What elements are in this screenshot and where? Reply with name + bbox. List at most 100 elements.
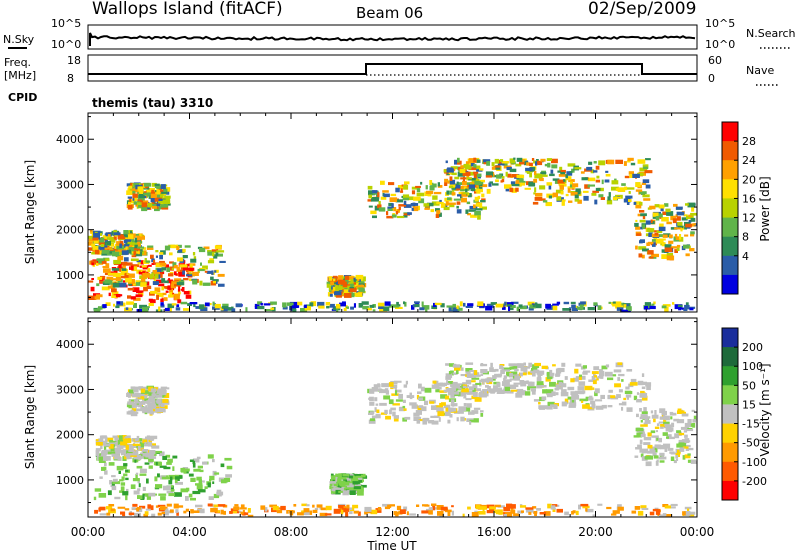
data-cell (102, 282, 110, 285)
data-cell (143, 286, 148, 292)
data-cell (403, 384, 408, 388)
data-cell (143, 191, 147, 194)
data-cell (452, 168, 456, 172)
data-cell (451, 187, 459, 190)
data-cell (97, 246, 105, 250)
colorbar-tick-label: -15 (742, 418, 760, 431)
data-cell (354, 279, 357, 283)
data-cell (660, 426, 664, 429)
data-cell (96, 283, 100, 287)
data-cell (556, 196, 562, 201)
data-cell (639, 239, 645, 243)
data-cell (552, 178, 560, 181)
data-cell (142, 439, 148, 444)
data-cell (597, 375, 604, 379)
data-cell (643, 407, 647, 412)
data-cell (136, 259, 141, 263)
data-cell (120, 441, 128, 446)
data-cell (447, 197, 452, 201)
data-cell (216, 491, 224, 496)
data-cell (388, 202, 393, 207)
data-cell (106, 240, 111, 246)
data-cell (179, 264, 188, 268)
data-cell (112, 282, 120, 288)
data-cell (341, 509, 344, 515)
data-cell (502, 162, 508, 166)
data-cell (126, 392, 135, 397)
data-cell (637, 172, 644, 176)
data-cell (666, 436, 669, 439)
data-cell (595, 179, 601, 183)
data-cell (108, 292, 111, 297)
data-cell (647, 444, 653, 449)
data-cell (510, 389, 518, 392)
data-cell (497, 159, 502, 164)
data-cell (177, 299, 182, 304)
data-cell (373, 384, 381, 388)
data-cell (448, 371, 452, 375)
data-cell (549, 369, 553, 374)
data-cell (470, 188, 476, 191)
data-cell (530, 388, 536, 392)
data-cell (588, 407, 595, 410)
data-cell (147, 268, 151, 273)
data-cell (362, 305, 369, 310)
data-cell (101, 440, 107, 446)
data-cell (197, 269, 200, 274)
data-cell (348, 281, 354, 284)
data-cell (348, 507, 353, 510)
freq-label: Freq. (4, 56, 31, 69)
data-cell (595, 187, 601, 191)
data-cell (352, 481, 359, 485)
data-cell (513, 382, 521, 385)
data-cell (451, 505, 454, 508)
data-cell (655, 234, 664, 238)
data-cell (98, 456, 105, 461)
data-cell (88, 247, 94, 251)
data-cell (570, 301, 576, 305)
data-cell (416, 419, 421, 424)
data-cell (640, 213, 647, 217)
data-cell (151, 445, 160, 449)
data-cell (231, 306, 234, 310)
data-cell (684, 454, 691, 459)
data-cell (136, 205, 139, 209)
data-cell (330, 473, 334, 478)
data-cell (503, 379, 512, 382)
data-cell (536, 370, 545, 375)
velocity-heatmap (93, 362, 697, 517)
data-cell (155, 505, 159, 508)
data-cell (547, 503, 552, 509)
data-cell (197, 489, 206, 493)
data-cell (494, 387, 503, 392)
data-cell (282, 302, 287, 307)
data-cell (623, 198, 631, 203)
data-cell (664, 447, 668, 452)
data-cell (471, 512, 479, 517)
data-cell (98, 460, 106, 463)
data-cell (635, 447, 642, 450)
data-cell (132, 283, 137, 286)
data-cell (664, 203, 669, 207)
data-cell (392, 411, 396, 417)
data-cell (190, 258, 197, 263)
data-cell (148, 392, 153, 397)
data-cell (642, 164, 649, 169)
data-cell (351, 475, 356, 479)
data-cell (650, 305, 656, 310)
data-cell (219, 260, 226, 263)
data-cell (415, 409, 422, 415)
data-cell (432, 505, 436, 511)
data-cell (514, 363, 522, 367)
data-cell (462, 513, 465, 517)
data-cell (475, 504, 481, 510)
data-cell (514, 368, 519, 372)
data-cell (431, 503, 437, 506)
data-cell (88, 235, 96, 239)
data-cell (153, 278, 156, 282)
data-cell (635, 219, 638, 222)
data-cell (127, 234, 134, 239)
data-cell (280, 505, 286, 511)
data-cell (509, 371, 518, 375)
nsky-tick-top: 10^5 (51, 17, 81, 30)
